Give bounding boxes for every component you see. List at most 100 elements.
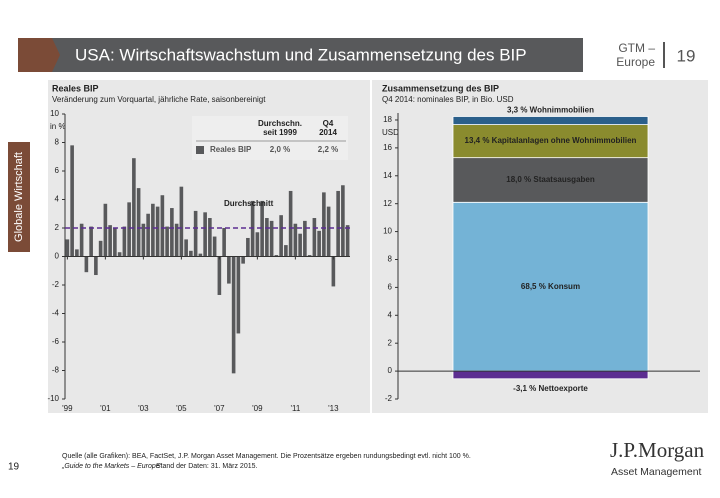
bar-segment <box>452 201 649 372</box>
bar <box>65 239 70 257</box>
bar <box>174 223 179 257</box>
bar <box>79 223 84 257</box>
footer-page: 19 <box>8 462 20 473</box>
bar <box>122 226 127 257</box>
y-axis-label: in % <box>50 122 66 131</box>
x-tick-label: '05 <box>176 404 187 413</box>
header-page: 19 <box>677 46 696 65</box>
y-tick-label: -4 <box>52 309 60 318</box>
bar <box>170 208 174 257</box>
bar <box>307 255 312 257</box>
bar <box>189 250 193 257</box>
bar <box>312 218 317 257</box>
y-tick-label: 0 <box>388 366 393 375</box>
bar <box>184 239 188 257</box>
bar <box>117 252 122 257</box>
header-tab <box>18 38 60 72</box>
y-tick-label: -10 <box>47 394 59 403</box>
bar <box>193 210 198 257</box>
bar <box>255 232 260 257</box>
bar <box>94 256 98 276</box>
y-tick-label: 10 <box>383 227 392 236</box>
bar <box>236 256 241 334</box>
bar <box>165 226 169 257</box>
bar <box>84 256 89 273</box>
legend-label: Reales BIP <box>210 145 252 154</box>
bar <box>136 188 141 257</box>
y-tick-label: 16 <box>383 143 392 152</box>
bar <box>246 237 250 257</box>
x-tick-label: '09 <box>252 404 263 413</box>
y-axis-label: USD <box>382 128 399 137</box>
x-tick-label: '99 <box>62 404 73 413</box>
bar <box>317 230 321 257</box>
bar <box>322 192 326 257</box>
bar-segment <box>452 116 649 125</box>
x-tick-label: '07 <box>214 404 225 413</box>
bar <box>293 223 298 257</box>
y-tick-label: 10 <box>50 109 59 118</box>
bar <box>265 218 269 257</box>
bar <box>303 220 307 257</box>
y-tick-label: 2 <box>55 223 60 232</box>
side-tab-label: Globale Wirtschaft <box>13 152 25 242</box>
bar <box>127 202 131 257</box>
bar <box>103 203 108 257</box>
y-tick-label: 6 <box>388 282 393 291</box>
bar <box>89 226 93 257</box>
bar <box>284 245 288 257</box>
bar <box>212 236 217 257</box>
bar <box>227 256 231 284</box>
legend-value: 2,0 % <box>270 145 290 154</box>
x-tick-label: '03 <box>138 404 149 413</box>
bar-segment <box>452 370 649 380</box>
footer-note: „Guide to the Markets – Europe“ <box>61 463 163 470</box>
bar <box>298 233 302 257</box>
bar <box>231 256 236 374</box>
bar-segment <box>452 124 649 159</box>
bar <box>274 255 279 257</box>
y-tick-label: -6 <box>52 337 60 346</box>
y-tick-label: 4 <box>55 195 60 204</box>
y-tick-label: 14 <box>383 171 392 180</box>
bar <box>141 223 146 257</box>
bar <box>241 256 245 264</box>
legend-header: 2014 <box>319 128 337 137</box>
bar <box>98 240 103 257</box>
bar <box>155 206 160 257</box>
chart-subtitle: Veränderung zum Vorquartal, jährliche Ra… <box>52 95 266 104</box>
bar <box>75 249 79 257</box>
footer-source: Quelle (alle Grafiken): BEA, FactSet, J.… <box>62 453 471 460</box>
header-tag: GTM – <box>618 41 655 55</box>
average-label: Durchschnitt <box>224 199 274 208</box>
bar <box>132 158 136 257</box>
bar <box>203 212 207 257</box>
y-tick-label: 18 <box>383 115 392 124</box>
bar <box>70 145 74 257</box>
legend-header: Durchschn. <box>258 119 302 128</box>
bar <box>113 228 117 257</box>
y-tick-label: -8 <box>52 366 60 375</box>
bar <box>160 195 165 257</box>
x-tick-label: '01 <box>100 404 111 413</box>
header-bar <box>18 38 583 72</box>
segment-label: 3,3 % Wohnimmobilien <box>507 106 594 115</box>
bar <box>108 225 112 257</box>
y-tick-label: 0 <box>55 252 60 261</box>
bar-segment <box>452 157 649 203</box>
y-tick-label: -2 <box>385 394 393 403</box>
logo-sub: Asset Management <box>611 466 702 478</box>
bar <box>345 225 350 257</box>
bar <box>146 213 150 257</box>
chart-title: Zusammensetzung des BIP <box>382 83 499 93</box>
chart-title: Reales BIP <box>52 83 99 93</box>
y-tick-label: 8 <box>388 255 393 264</box>
y-tick-label: 8 <box>55 138 60 147</box>
legend-header: seit 1999 <box>263 128 297 137</box>
bar <box>341 185 345 257</box>
segment-label: 18,0 % Staatsausgaben <box>506 175 595 184</box>
y-tick-label: 2 <box>388 338 393 347</box>
segment-label: 68,5 % Konsum <box>521 282 580 291</box>
x-tick-label: '11 <box>290 404 300 413</box>
bar <box>217 256 222 295</box>
